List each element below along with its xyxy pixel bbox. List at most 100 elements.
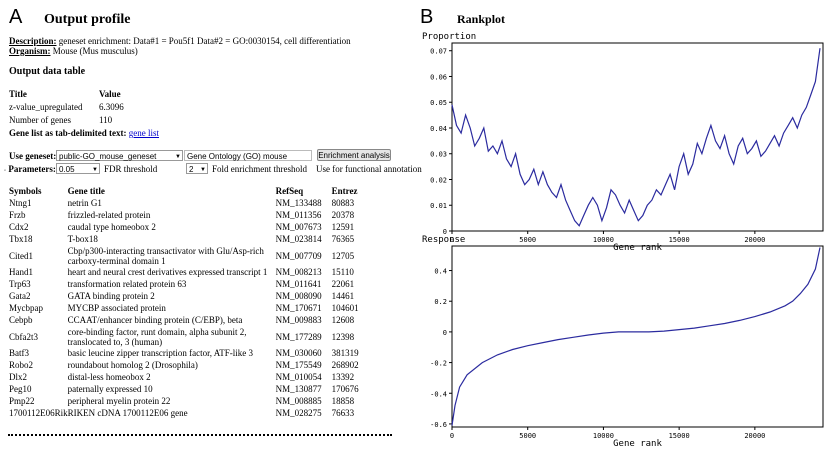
- gene-title: paternally expressed 10: [67, 384, 153, 394]
- response-ytick-label: -0.2: [430, 360, 447, 368]
- organism-text: Mouse (Mus musculus): [52, 46, 138, 56]
- gene-entrez: 22061: [331, 279, 355, 289]
- summary-header-value: Value: [99, 89, 121, 99]
- gene-list-label: Gene list as tab-delimited text:: [9, 128, 127, 138]
- header-refseq: RefSeq: [275, 185, 304, 196]
- gene-entrez: 12608: [331, 315, 355, 325]
- gene-refseq: NM_011641: [275, 279, 322, 289]
- fdr-select[interactable]: 0.05 ▼: [56, 163, 100, 174]
- gene-entrez: 12591: [331, 222, 355, 232]
- parameters-line: ◦ Parameters:: [4, 164, 56, 177]
- gene-list-link[interactable]: gene list: [128, 128, 159, 138]
- proportion-ytick-label: 0.01: [430, 202, 447, 210]
- summary-row: z-value_upregulated 6.3096: [9, 102, 149, 115]
- gene-refseq: NM_170671: [275, 303, 322, 313]
- chevron-down-icon: ▼: [175, 154, 181, 160]
- table-row: Pmp22 peripheral myelin protein 22 NM_0088…: [9, 395, 389, 407]
- proportion-series-line: [451, 48, 821, 227]
- gene-symbol: Mycbpap: [9, 303, 43, 313]
- summary-header-title: Title: [9, 89, 27, 99]
- gene-symbol: 1700112E06Rik: [9, 408, 68, 418]
- gene-refseq: NM_028275: [275, 408, 322, 418]
- gene-title: peripheral myelin protein 22: [67, 396, 171, 406]
- header-gene-title: Gene title: [67, 185, 105, 196]
- gene-symbol: Cdx2: [9, 222, 29, 232]
- gene-title: Cbp/p300-interacting transactivator with…: [67, 245, 264, 266]
- response-xtick-label: 10000: [593, 432, 614, 440]
- enrichment-analysis-button[interactable]: Enrichment analysis: [317, 149, 391, 161]
- proportion-xtick-label: 10000: [593, 236, 614, 244]
- fold-select[interactable]: 2 ▼: [186, 163, 208, 174]
- table-row: Cdx2 caudal type homeobox 2 NM_007673 12591: [9, 221, 389, 233]
- gene-title: GATA binding protein 2: [67, 291, 155, 301]
- proportion-xtick-label: 20000: [744, 236, 765, 244]
- gene-symbol: Tbx18: [9, 234, 33, 244]
- fold-select-value: 2: [189, 165, 194, 174]
- gene-list-line: Gene list as tab-delimited text: gene li…: [9, 128, 159, 139]
- header-entrez: Entrez: [331, 185, 358, 196]
- functional-annotation-text: Use for functional annotation: [316, 164, 422, 174]
- proportion-ytick-label: 0.03: [430, 151, 447, 159]
- gene-title: netrin G1: [67, 198, 102, 208]
- summary-row: Number of genes 110: [9, 115, 149, 128]
- gene-refseq: NM_008885: [275, 396, 322, 406]
- response-ytick-label: 0: [443, 329, 447, 337]
- gene-refseq: NM_023814: [275, 234, 322, 244]
- gene-title: RIKEN cDNA 1700112E06 gene: [67, 408, 188, 418]
- response-xtick-label: 15000: [669, 432, 690, 440]
- proportion-ylabel: Proportion: [422, 32, 476, 42]
- header-symbols: Symbols: [9, 185, 42, 196]
- proportion-plot: Proportion 0 0.01 0.02 0.03 0.04 0.05 0.06 0.07 0…: [422, 32, 824, 253]
- organism-line: Organism: Mouse (Mus musculus): [9, 46, 138, 57]
- table-row: Batf3 basic leucine zipper transcription …: [9, 347, 389, 359]
- gene-title: CCAAT/enhancer binding protein (C/EBP), …: [67, 315, 243, 325]
- gene-entrez: 15110: [331, 267, 354, 277]
- geneset-select[interactable]: public-GO_mouse_geneset ▼: [56, 150, 183, 161]
- chevron-down-icon: ▼: [200, 167, 206, 173]
- gene-entrez: 76633: [331, 408, 355, 418]
- bullet-icon: ◦: [4, 168, 7, 174]
- summary-value: 6.3096: [99, 102, 124, 112]
- proportion-ytick-label: 0.04: [430, 125, 447, 133]
- description-label: Description:: [9, 36, 57, 46]
- gene-refseq: NM_007709: [275, 250, 322, 261]
- gene-entrez: 170676: [331, 384, 359, 394]
- gene-refseq: NM_010054: [275, 372, 322, 382]
- summary-title: Number of genes: [9, 115, 71, 125]
- gene-entrez: 14461: [331, 291, 355, 301]
- gene-refseq: NM_175549: [275, 360, 322, 370]
- page-title: Output profile: [44, 12, 131, 27]
- proportion-ytick-label: 0.07: [430, 48, 447, 56]
- table-row: 1700112E06Rik RIKEN cDNA 1700112E06 gene N…: [9, 407, 389, 419]
- geneset-name-value: Gene Ontology (GO) mouse: [187, 152, 288, 161]
- gene-entrez: 12705: [331, 250, 355, 261]
- gene-entrez: 76365: [331, 234, 355, 244]
- gene-entrez: 13392: [331, 372, 355, 382]
- fold-label: Fold enrichment threshold: [212, 164, 307, 174]
- table-row: Frzb frizzled-related protein NM_011356 203…: [9, 209, 389, 221]
- gene-title: roundabout homolog 2 (Drosophila): [67, 360, 198, 370]
- gene-table-header: Symbols Gene title RefSeq Entrez: [9, 184, 389, 197]
- summary-header: Title Value: [9, 89, 149, 100]
- use-geneset-label: Use geneset:: [9, 151, 57, 161]
- gene-table-body: Ntng1 netrin G1 NM_133488 80883 Frzb frizzled…: [9, 197, 389, 419]
- gene-symbol: Peg10: [9, 384, 32, 394]
- proportion-xlabel: Gene rank: [613, 243, 662, 253]
- response-ylabel: Response: [422, 235, 465, 245]
- proportion-xtick-label: 5000: [519, 236, 536, 244]
- gene-symbol: Gata2: [9, 291, 31, 301]
- gene-title: basic leucine zipper transcription facto…: [67, 348, 253, 358]
- gene-symbol: Cbfa2t3: [9, 331, 38, 342]
- table-row: Trp63 transformation related protein 63 NM…: [9, 278, 389, 290]
- gene-title: frizzled-related protein: [67, 210, 151, 220]
- proportion-xtick-label: 15000: [669, 236, 690, 244]
- summary-value: 110: [99, 115, 113, 125]
- gene-symbol: Batf3: [9, 348, 29, 358]
- gene-title: core-binding factor, runt domain, alpha …: [67, 326, 247, 347]
- response-series-line: [451, 247, 821, 426]
- gene-symbol: Frzb: [9, 210, 26, 220]
- geneset-name-field[interactable]: Gene Ontology (GO) mouse: [184, 150, 312, 161]
- table-row: Cited1 Cbp/p300-interacting transactivato…: [9, 245, 389, 266]
- gene-symbol: Trp63: [9, 279, 31, 289]
- chevron-down-icon: ▼: [92, 167, 98, 173]
